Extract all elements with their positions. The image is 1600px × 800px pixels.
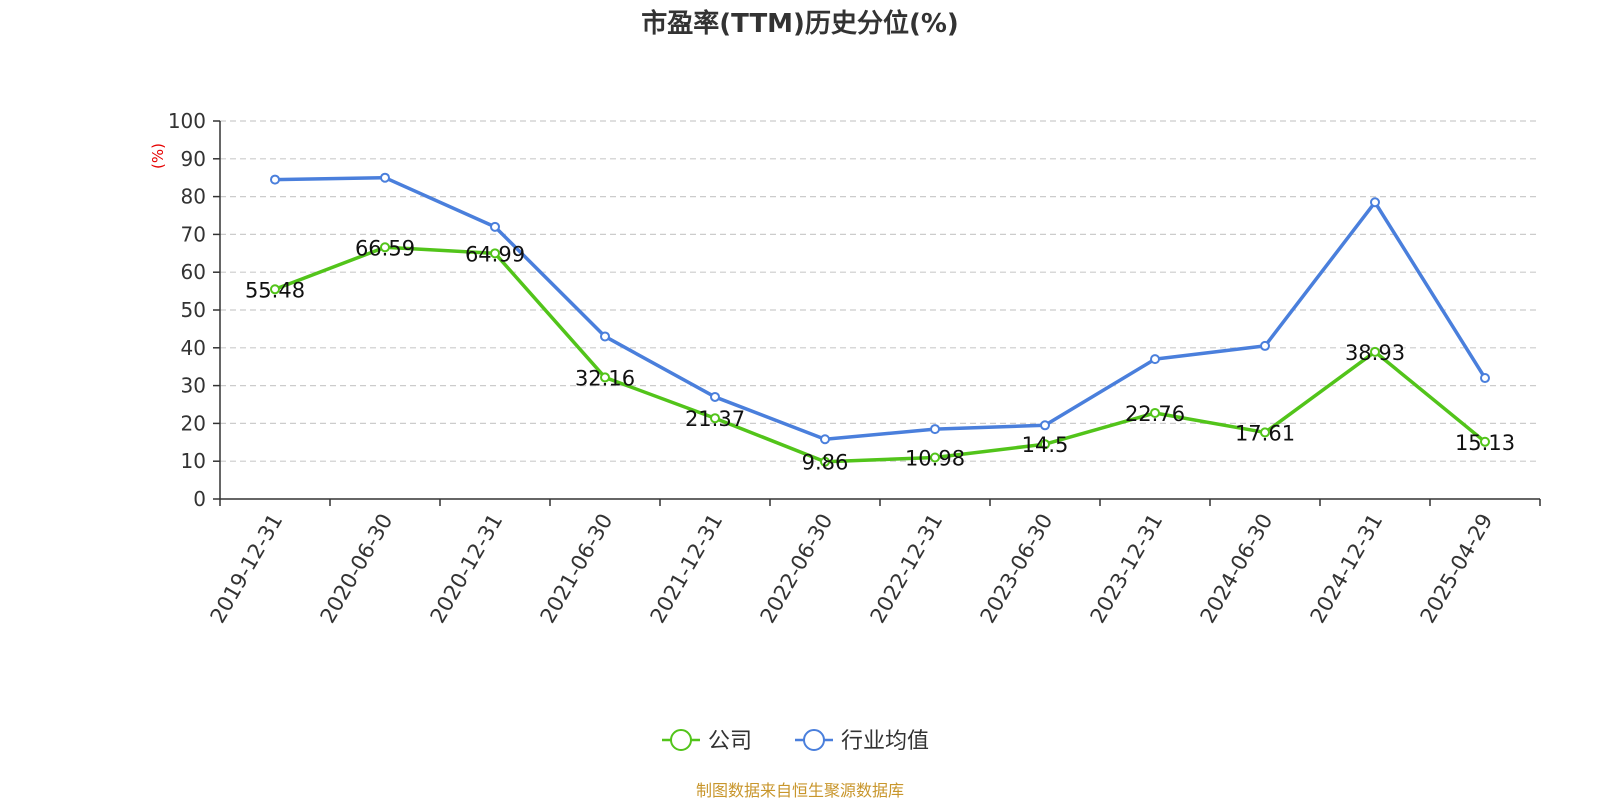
- data-point[interactable]: [1260, 427, 1270, 438]
- data-point[interactable]: [600, 331, 610, 342]
- data-point[interactable]: [710, 413, 720, 424]
- x-tick-label: 2020-12-31: [426, 510, 508, 628]
- grid-lines: [220, 120, 1540, 462]
- data-label: 55.48: [245, 278, 305, 302]
- legend[interactable]: 公司 行业均值: [662, 729, 929, 754]
- legend-item-0[interactable]: 公司: [662, 729, 752, 754]
- data-label: 9.86: [802, 451, 849, 475]
- data-point[interactable]: [930, 424, 940, 435]
- y-tick-label: 100: [168, 109, 206, 133]
- x-tick-label: 2022-06-30: [756, 510, 838, 628]
- data-label: 21.37: [685, 407, 745, 431]
- legend-item-1[interactable]: 行业均值: [795, 729, 929, 754]
- data-label: 66.59: [355, 236, 415, 260]
- x-tick-label: 2022-12-31: [866, 510, 948, 628]
- axes: 0 10 20 30 40 50 60 70 80 90 100 2019-12-31 2020-06-…: [168, 109, 1541, 628]
- data-point[interactable]: [1480, 373, 1490, 384]
- y-tick-label: 70: [181, 222, 206, 246]
- y-tick-label: 10: [181, 449, 206, 473]
- data-label: 17.61: [1235, 421, 1295, 445]
- data-point[interactable]: [600, 372, 610, 383]
- x-tick-label: 2021-06-30: [536, 510, 618, 628]
- data-point[interactable]: [490, 221, 500, 232]
- data-point[interactable]: [270, 174, 280, 185]
- data-point[interactable]: [710, 391, 720, 402]
- data-point[interactable]: [1370, 346, 1380, 357]
- series-line-0: [274, 245, 1487, 464]
- x-tick-label: 2023-06-30: [976, 510, 1058, 628]
- legend-marker: [803, 729, 825, 751]
- data-point[interactable]: [1480, 436, 1490, 447]
- legend-label: 行业均值: [841, 729, 929, 754]
- data-point[interactable]: [1150, 407, 1160, 418]
- y-tick-label: 30: [181, 374, 206, 398]
- y-tick-label: 80: [181, 185, 206, 209]
- data-point[interactable]: [490, 248, 500, 259]
- series-line-1: [274, 175, 1487, 442]
- legend-label: 公司: [708, 729, 752, 754]
- source-note: 制图数据来自恒生聚源数据库: [696, 781, 904, 800]
- data-label: 10.98: [905, 446, 965, 470]
- x-tick-label: 2021-12-31: [646, 510, 728, 628]
- data-point[interactable]: [1370, 197, 1380, 208]
- x-tick-label: 2019-12-31: [206, 510, 288, 628]
- data-point[interactable]: [1150, 354, 1160, 365]
- chart-title: 市盈率(TTM)历史分位(%): [641, 8, 959, 39]
- data-point[interactable]: [1040, 439, 1050, 450]
- x-tick-label: 2023-12-31: [1086, 510, 1168, 628]
- data-label: 15.13: [1455, 431, 1515, 455]
- y-tick-label: 40: [181, 336, 206, 360]
- data-point[interactable]: [270, 284, 280, 295]
- data-point[interactable]: [820, 456, 830, 467]
- data-point[interactable]: [1260, 340, 1270, 351]
- y-tick-label: 90: [181, 147, 206, 171]
- data-point[interactable]: [380, 172, 390, 183]
- series-lines: [270, 172, 1490, 467]
- data-label: 64.99: [465, 242, 525, 266]
- data-point[interactable]: [1040, 420, 1050, 431]
- data-point[interactable]: [380, 242, 390, 253]
- data-labels: 55.48 66.59 64.99 32.16 21.37 9.86 10.98 14.5 22…: [245, 236, 1515, 474]
- data-label: 38.93: [1345, 341, 1405, 365]
- legend-marker: [670, 729, 692, 751]
- data-label: 32.16: [575, 366, 635, 390]
- data-point[interactable]: [820, 434, 830, 445]
- y-tick-label: 60: [181, 260, 206, 284]
- y-tick-label: 0: [193, 487, 206, 511]
- y-axis-unit: (%): [149, 143, 167, 169]
- y-tick-label: 50: [181, 298, 206, 322]
- data-label: 14.5: [1022, 433, 1069, 457]
- x-tick-label: 2024-12-31: [1306, 510, 1388, 628]
- x-tick-label: 2025-04-29: [1416, 510, 1498, 628]
- y-tick-label: 20: [181, 411, 206, 435]
- data-label: 22.76: [1125, 402, 1185, 426]
- x-tick-label: 2024-06-30: [1196, 510, 1278, 628]
- data-point[interactable]: [930, 452, 940, 463]
- x-tick-label: 2020-06-30: [316, 510, 398, 628]
